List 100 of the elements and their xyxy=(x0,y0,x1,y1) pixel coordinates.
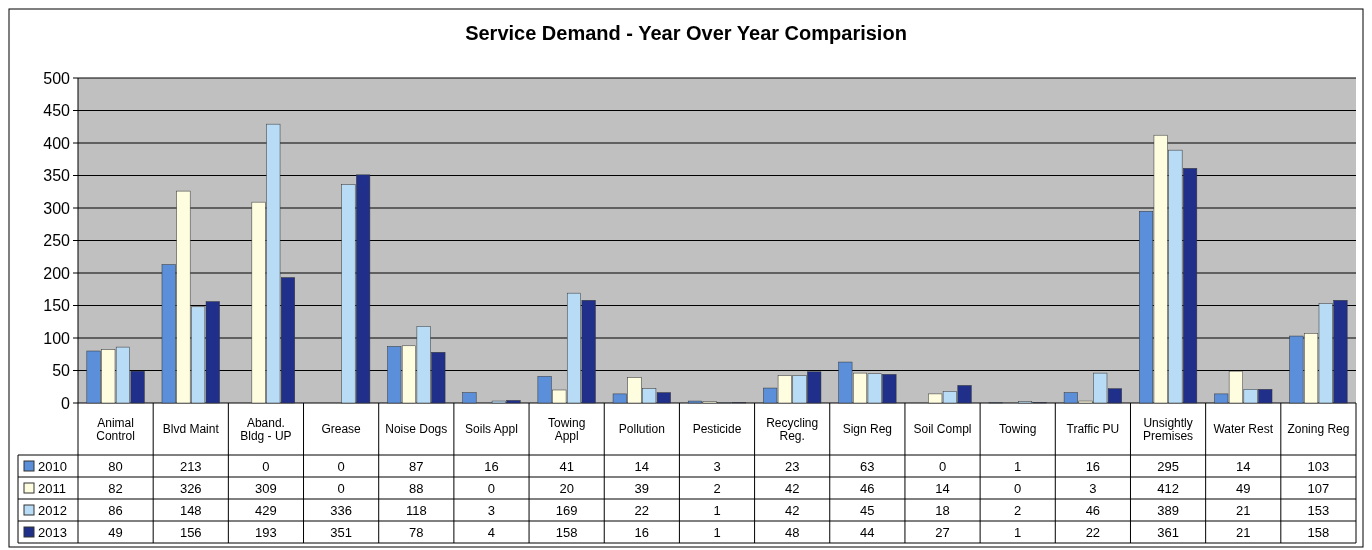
x-tick-label: Recycling Reg. xyxy=(766,415,819,443)
data-label: 48 xyxy=(784,524,800,540)
data-label: 213 xyxy=(179,458,202,474)
data-label: 27 xyxy=(935,524,950,540)
x-tick-label: Blvd Maint xyxy=(162,422,220,437)
data-label: 0 xyxy=(938,458,947,474)
x-tick-label: Zoning Reg xyxy=(1287,422,1350,437)
legend-label: 2012 xyxy=(38,502,67,518)
data-label: 412 xyxy=(1157,480,1179,496)
data-label: 361 xyxy=(1157,524,1179,540)
data-label: 389 xyxy=(1157,502,1179,518)
data-label: 295 xyxy=(1157,458,1179,474)
data-label: 1 xyxy=(713,502,721,518)
x-tick-label: Towing xyxy=(999,422,1037,437)
x-tick-label: Pollution xyxy=(618,422,665,437)
y-tick-label: 350 xyxy=(43,167,71,185)
data-label: 80 xyxy=(108,458,123,474)
data-label: 18 xyxy=(935,502,950,518)
data-label: 0 xyxy=(1014,480,1022,496)
data-label: 107 xyxy=(1307,480,1330,496)
data-label: 49 xyxy=(108,524,123,540)
data-label: 39 xyxy=(634,480,650,496)
data-label: 22 xyxy=(634,502,650,518)
y-tick-label: 0 xyxy=(61,394,71,412)
data-label: 78 xyxy=(409,524,424,540)
data-label: 3 xyxy=(1089,480,1097,496)
data-label: 14 xyxy=(634,458,650,474)
data-label: 63 xyxy=(860,458,875,474)
legend-label: 2013 xyxy=(38,524,67,540)
y-tick-label: 100 xyxy=(43,329,71,347)
data-label: 0 xyxy=(487,480,496,496)
data-label: 1 xyxy=(1014,524,1022,540)
data-label: 45 xyxy=(860,502,875,518)
legend-label: 2010 xyxy=(38,458,67,474)
data-label: 42 xyxy=(784,502,800,518)
data-label: 148 xyxy=(179,502,202,518)
data-label: 103 xyxy=(1307,458,1330,474)
data-label: 0 xyxy=(262,458,270,474)
data-label: 158 xyxy=(555,524,578,540)
legend-label: 2011 xyxy=(38,480,66,496)
x-tick-label: Pesticide xyxy=(692,422,742,437)
x-tick-label: Towing Appl xyxy=(547,415,586,443)
x-tick-label: Noise Dogs xyxy=(385,422,448,437)
x-tick-label: Grease xyxy=(321,422,362,437)
data-label: 88 xyxy=(409,480,424,496)
data-label: 0 xyxy=(337,480,345,496)
data-label: 46 xyxy=(1085,502,1101,518)
data-label: 2 xyxy=(1014,502,1022,518)
y-tick-label: 500 xyxy=(43,69,71,87)
data-label: 44 xyxy=(860,524,875,540)
data-label: 42 xyxy=(784,480,800,496)
y-tick-label: 150 xyxy=(43,297,71,315)
data-label: 14 xyxy=(935,480,950,496)
bar xyxy=(462,392,477,404)
data-label: 22 xyxy=(1085,524,1101,540)
chart-title: Service Demand - Year Over Year Comparision xyxy=(465,22,907,44)
data-label: 169 xyxy=(555,502,578,518)
data-label: 118 xyxy=(405,502,427,518)
x-tick-label: Traffic PU xyxy=(1066,422,1120,437)
x-tick-label: Animal Control xyxy=(96,415,135,443)
data-label: 21 xyxy=(1236,502,1251,518)
data-label: 429 xyxy=(255,502,277,518)
y-tick-label: 200 xyxy=(43,264,71,282)
data-label: 3 xyxy=(487,502,496,518)
data-label: 87 xyxy=(409,458,424,474)
data-label: 193 xyxy=(255,524,277,540)
data-label: 14 xyxy=(1236,458,1251,474)
data-label: 1 xyxy=(1014,458,1022,474)
data-label: 86 xyxy=(108,502,123,518)
y-tick-label: 50 xyxy=(52,362,71,380)
data-label: 0 xyxy=(337,458,345,474)
x-tick-label: Aband. Bldg - UP xyxy=(240,415,292,443)
data-label: 82 xyxy=(108,480,123,496)
y-tick-label: 250 xyxy=(43,232,71,250)
data-label: 351 xyxy=(330,524,352,540)
data-label: 153 xyxy=(1307,502,1330,518)
data-label: 16 xyxy=(634,524,650,540)
data-label: 16 xyxy=(484,458,499,474)
data-label: 41 xyxy=(559,458,574,474)
x-tick-label: Sign Reg xyxy=(842,422,893,437)
data-label: 46 xyxy=(860,480,875,496)
y-tick-label: 400 xyxy=(43,134,71,152)
data-label: 336 xyxy=(330,502,352,518)
x-tick-label: Unsightly Premises xyxy=(1143,415,1194,443)
data-label: 23 xyxy=(784,458,800,474)
data-label: 4 xyxy=(487,524,496,540)
data-label: 309 xyxy=(255,480,277,496)
data-label: 156 xyxy=(179,524,202,540)
x-tick-label: Water Rest xyxy=(1213,422,1274,437)
x-tick-label: Soils Appl xyxy=(465,422,518,437)
data-label: 21 xyxy=(1236,524,1251,540)
data-label: 49 xyxy=(1236,480,1251,496)
y-tick-label: 300 xyxy=(43,199,71,217)
data-label: 326 xyxy=(179,480,202,496)
y-tick-label: 450 xyxy=(43,102,71,120)
data-label: 20 xyxy=(559,480,574,496)
data-label: 16 xyxy=(1085,458,1101,474)
data-label: 1 xyxy=(713,524,721,540)
data-label: 2 xyxy=(713,480,721,496)
x-tick-label: Soil Compl xyxy=(913,422,972,437)
